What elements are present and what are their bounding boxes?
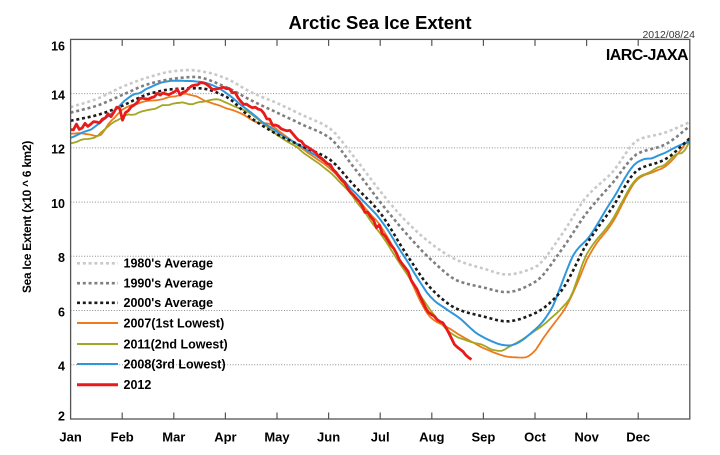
svg-text:Dec: Dec — [626, 430, 650, 445]
svg-text:Jan: Jan — [59, 430, 81, 445]
svg-text:Jul: Jul — [371, 430, 390, 445]
svg-text:12: 12 — [51, 143, 65, 157]
svg-text:Jun: Jun — [317, 430, 340, 445]
svg-text:Feb: Feb — [111, 430, 134, 445]
svg-text:May: May — [264, 430, 290, 445]
svg-text:14: 14 — [51, 88, 65, 102]
svg-text:Apr: Apr — [214, 430, 236, 445]
svg-text:1990's Average: 1990's Average — [124, 277, 214, 291]
svg-text:6: 6 — [58, 305, 65, 319]
svg-text:2012: 2012 — [124, 378, 152, 392]
svg-text:1980's Average: 1980's Average — [124, 257, 214, 271]
svg-text:Aug: Aug — [419, 430, 444, 445]
svg-text:2007(1st Lowest): 2007(1st Lowest) — [124, 316, 225, 330]
svg-text:Arctic Sea Ice Extent: Arctic Sea Ice Extent — [288, 12, 471, 33]
svg-text:16: 16 — [51, 40, 65, 54]
svg-text:4: 4 — [58, 360, 65, 374]
svg-text:Sea Ice Extent (x10 ^ 6 km2): Sea Ice Extent (x10 ^ 6 km2) — [20, 141, 34, 293]
svg-text:8: 8 — [58, 251, 65, 265]
svg-text:IARC-JAXA: IARC-JAXA — [606, 47, 689, 64]
svg-text:Sep: Sep — [471, 430, 495, 445]
svg-text:Oct: Oct — [524, 430, 546, 445]
svg-text:2: 2 — [58, 409, 65, 423]
svg-text:2008(3rd Lowest): 2008(3rd Lowest) — [124, 357, 226, 371]
svg-text:2011(2nd Lowest): 2011(2nd Lowest) — [124, 337, 228, 351]
svg-text:2012/08/24: 2012/08/24 — [642, 29, 695, 41]
svg-text:Mar: Mar — [162, 430, 185, 445]
svg-text:Nov: Nov — [574, 430, 599, 445]
svg-text:2000's Average: 2000's Average — [124, 296, 214, 310]
svg-text:10: 10 — [51, 197, 65, 211]
